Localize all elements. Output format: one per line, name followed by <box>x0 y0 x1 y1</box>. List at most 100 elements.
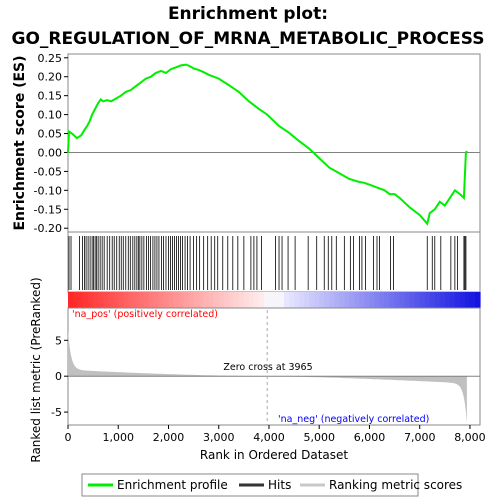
heat-cell <box>163 292 169 308</box>
heat-cell <box>194 292 200 308</box>
heat-cell <box>344 292 350 308</box>
es-point <box>374 186 375 187</box>
es-point <box>369 184 370 185</box>
es-point <box>427 223 428 224</box>
es-point <box>135 86 136 87</box>
es-point <box>389 194 390 195</box>
heat-cell <box>113 292 119 308</box>
heat-cell <box>93 292 99 308</box>
es-point <box>68 131 69 132</box>
es-point <box>107 100 108 101</box>
heat-cell <box>430 292 436 308</box>
heat-cell <box>284 292 290 308</box>
metric-tick-label: 5 <box>55 334 62 347</box>
heat-cell <box>415 292 421 308</box>
es-point <box>175 67 176 68</box>
heat-cell <box>98 292 104 308</box>
heat-cell <box>369 292 375 308</box>
heat-cell <box>400 292 406 308</box>
pos-correlated-label: 'na_pos' (positively correlated) <box>72 309 218 320</box>
metric-tick-label: -5 <box>51 406 62 419</box>
heat-cell <box>339 292 345 308</box>
heat-cell <box>259 292 265 308</box>
heat-cell <box>460 292 466 308</box>
es-point <box>463 197 464 198</box>
es-point <box>434 209 435 210</box>
es-point <box>80 135 81 136</box>
es-panel: -0.20 -0.15 -0.10 -0.05 0.00 0.05 0.10 0.15 0.20… <box>34 52 480 235</box>
heat-cell <box>354 292 360 308</box>
es-point <box>76 137 77 138</box>
heat-cell <box>133 292 139 308</box>
es-point <box>193 68 194 69</box>
es-point <box>394 194 395 195</box>
legend-label-ranking: Ranking metric scores <box>329 478 462 492</box>
heat-cell <box>148 292 154 308</box>
es-point <box>189 66 190 67</box>
heat-cell <box>425 292 431 308</box>
x-tick-label: 2,000 <box>153 431 185 444</box>
heat-cell <box>138 292 144 308</box>
heat-cell <box>274 292 280 308</box>
heat-cell <box>73 292 79 308</box>
es-point <box>100 99 101 100</box>
es-point <box>86 125 87 126</box>
es-point <box>145 78 146 79</box>
hits-panel-frame <box>68 232 480 292</box>
es-point <box>218 78 219 79</box>
es-point <box>459 194 460 195</box>
heat-cell <box>374 292 380 308</box>
zero-cross-label: Zero cross at 3965 <box>223 362 312 373</box>
heat-cell <box>395 292 401 308</box>
heat-cell <box>309 292 315 308</box>
heat-cell <box>224 292 230 308</box>
es-point <box>67 152 68 153</box>
es-tick-label: 0.00 <box>38 146 63 159</box>
es-tick-label: 0.20 <box>38 71 63 84</box>
heat-cell <box>209 292 215 308</box>
es-point <box>125 91 126 92</box>
heat-cell <box>380 292 386 308</box>
heat-cell <box>184 292 190 308</box>
x-axis-label: Rank in Ordered Dataset <box>200 448 348 462</box>
heat-cell <box>158 292 164 308</box>
heat-cell <box>445 292 451 308</box>
es-point <box>170 69 171 70</box>
neg-correlated-label: 'na_neg' (negatively correlated) <box>278 414 429 425</box>
es-point <box>319 158 320 159</box>
metric-panel: 5 0 -5 'na_pos' (positively correlated) Ze… <box>51 308 480 425</box>
heat-cell <box>440 292 446 308</box>
es-point <box>103 101 104 102</box>
heat-cell <box>334 292 340 308</box>
es-point <box>364 182 365 183</box>
x-tick-label: 1,000 <box>102 431 134 444</box>
es-tick-label: -0.20 <box>34 222 62 235</box>
chart-title-line-1: Enrichment plot: <box>168 4 328 24</box>
es-point <box>449 197 450 198</box>
es-point <box>155 72 156 73</box>
heat-cell <box>279 292 285 308</box>
es-tick-label: 0.10 <box>38 109 63 122</box>
heat-cell <box>349 292 355 308</box>
metric-axis-label: Ranked list metric (PreRanked) <box>29 277 43 462</box>
heat-cell <box>214 292 220 308</box>
es-point <box>409 207 410 208</box>
heat-cell <box>385 292 391 308</box>
heat-cell <box>329 292 335 308</box>
heat-cell <box>78 292 84 308</box>
es-point <box>84 129 85 130</box>
heat-cell <box>455 292 461 308</box>
es-point <box>95 108 96 109</box>
x-tick-label: 6,000 <box>354 431 386 444</box>
es-point <box>238 91 239 92</box>
es-point <box>160 70 161 71</box>
heat-cell <box>470 292 476 308</box>
heat-cell <box>88 292 94 308</box>
es-tick-label: -0.10 <box>34 184 62 197</box>
heat-cell <box>128 292 134 308</box>
es-point <box>267 114 268 115</box>
heat-cell <box>319 292 325 308</box>
es-point <box>208 74 209 75</box>
es-panel-frame <box>68 54 480 232</box>
